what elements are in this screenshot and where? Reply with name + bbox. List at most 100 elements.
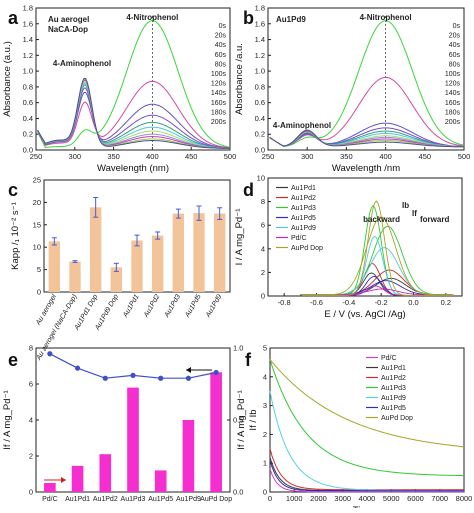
panel-f-series-Pd/C [269,468,464,493]
panel-d-annotation: forward [420,215,449,224]
panel-b-legend-item: 0s [453,23,461,30]
panel-e-ytick-label: 6 [29,380,33,389]
panel-d-xtick-label: 0.2 [441,298,451,307]
panel-a-xtick-label: 400 [146,152,159,161]
panel-a-ytick-label: 1.0 [23,67,33,76]
panel-f-ytick-label: 3 [263,401,267,410]
panel-e-ytick-right-label: 0.0 [233,488,243,497]
panel-b-legend-item: 100s [445,71,461,78]
panel-d-ytick-label: 2 [261,268,265,277]
panel-f-xtick-label: 2000 [310,494,327,503]
panel-d-xtick-label: -0.4 [342,298,355,307]
panel-e-ratio-point [185,375,192,381]
panel-e-ytick-label: 4 [29,416,33,425]
panel-a-annotation: 4-Nitrophenol [126,13,178,22]
panel-a-letter: a [8,8,19,28]
panel-d-ytick-label: 4 [261,244,265,253]
panel-b-xtick-label: 300 [301,152,314,161]
panel-e-bar [127,387,139,492]
panel-e-bar [44,483,56,492]
panel-e-ytick-label: 0 [29,488,33,497]
panel-f-legend-item: AuPd Dop [381,415,413,422]
panel-b-xtick-label: 250 [262,152,275,161]
panel-c-ytick-label: 5 [37,265,41,274]
panel-b-ytick-label: 1.2 [255,51,265,60]
panel-b-annotation: 4-Nitrophenol [360,13,412,22]
panel-c-ytick-label: 25 [33,176,41,185]
panel-b-label: Au1Pd9 [276,15,306,24]
panel-a-label: NaCA-Dop [48,25,88,34]
panel-f-xtick-label: 6000 [407,494,424,503]
panel-d-ylabel: I / A mg_Pd⁻¹ [234,209,245,266]
panel-b-xtick-label: 350 [340,152,353,161]
panel-b-ytick-label: 0.4 [255,114,265,123]
panel-a-legend-item: 140s [211,90,227,97]
panel-b-legend-item: 120s [445,81,461,88]
panel-a-xlabel: Wavelength (nm) [97,163,169,174]
panel-d-legend-item: Au1Pd9 [291,225,316,232]
panel-a-xtick-label: 250 [30,152,43,161]
panel-c-bar [110,267,123,292]
panel-f-xtick-label: 7000 [431,494,448,503]
panel-e-ylabel: If / A mg_Pd⁻¹ [2,390,13,449]
panel-c-ytick-label: 10 [33,243,41,252]
panel-a-legend-item: 40s [215,42,227,49]
panel-c-bar [172,213,185,292]
panel-d-xtick-label: -0.8 [278,298,291,307]
panel-e-category-label: Pd/C [42,496,58,503]
panel-b-legend-item: 40s [449,42,461,49]
panel-d-frame [267,177,463,297]
panel-f-ytick-label: 4 [263,372,267,381]
panel-f-legend-item: Pd/C [381,355,397,362]
panel-b-xtick-label: 400 [379,152,392,161]
panel-b-xlabel: Wavelength /nm [332,163,400,174]
panel-b-legend-item: 80s [449,61,461,68]
panel-e-bar [182,420,195,492]
panel-f-xtick-label: 0 [268,494,272,503]
panel-d-series-AuPd Dop [300,200,455,296]
panel-c-bar [131,240,143,292]
panel-b-series-60s [269,127,465,148]
panel-f-xtick-label: 4000 [359,494,376,503]
panel-b-ytick-label: 1.0 [255,67,265,76]
panel-f-legend-item: Au1Pd5 [381,405,406,412]
panel-d-legend-item: Au1Pd2 [291,195,316,202]
panel-a-legend-item: 60s [215,52,227,59]
panel-f-ytick-label: 0 [263,488,267,497]
panel-e-letter: e [8,350,18,370]
panel-a-legend-item: 80s [215,61,227,68]
panel-e-bar [71,465,84,492]
panel-d-annotation: backward [363,215,400,224]
panel-d-ytick-label: 8 [261,197,265,206]
panel-b-legend-item: 20s [449,33,461,40]
panel-b-xtick-label: 500 [458,152,471,161]
panel-d-letter: d [243,180,254,200]
panel-a-annotation: 4-Aminophenol [53,59,111,68]
panel-b-series-20s [269,76,465,147]
panel-b-ytick-label: 0.6 [255,98,265,107]
panel-f-legend-item: Au1Pd2 [381,375,406,382]
panel-f-legend-item: Au1Pd3 [381,385,406,392]
panel-c-letter: c [8,180,18,200]
panel-e-ytick-label: 8 [29,344,33,353]
panel-b-legend-item: 60s [449,52,461,59]
panel-a-legend-item: 20s [215,33,227,40]
panel-a-ytick-label: 0.8 [23,82,33,91]
panel-b-ytick-label: 0.8 [255,82,265,91]
panel-e-category-label: AuPd Dop [200,496,232,503]
panel-b-ytick-label: 1.6 [255,19,265,28]
panel-b-legend-item: 200s [445,119,461,126]
panel-f-series-Au1Pd3 [269,359,464,477]
panel-f-xtick-label: 5000 [383,494,400,503]
panel-a-ytick-label: 0.4 [23,114,33,123]
panel-e-arrowhead [61,477,66,483]
panel-a-ytick-label: 1.4 [23,35,33,44]
panel-c-ylabel: Kapp /₁ 10⁻² s⁻¹ [10,202,21,270]
panel-d-legend-item: Au1Pd5 [291,215,316,222]
panel-a-legend-item: 160s [211,100,227,107]
panel-e-ratio-point [213,369,219,376]
panel-a-label: Au aerogel [48,15,89,24]
panel-d-legend-item: Au1Pd1 [291,185,316,192]
panel-e-ratio-point [130,372,136,378]
